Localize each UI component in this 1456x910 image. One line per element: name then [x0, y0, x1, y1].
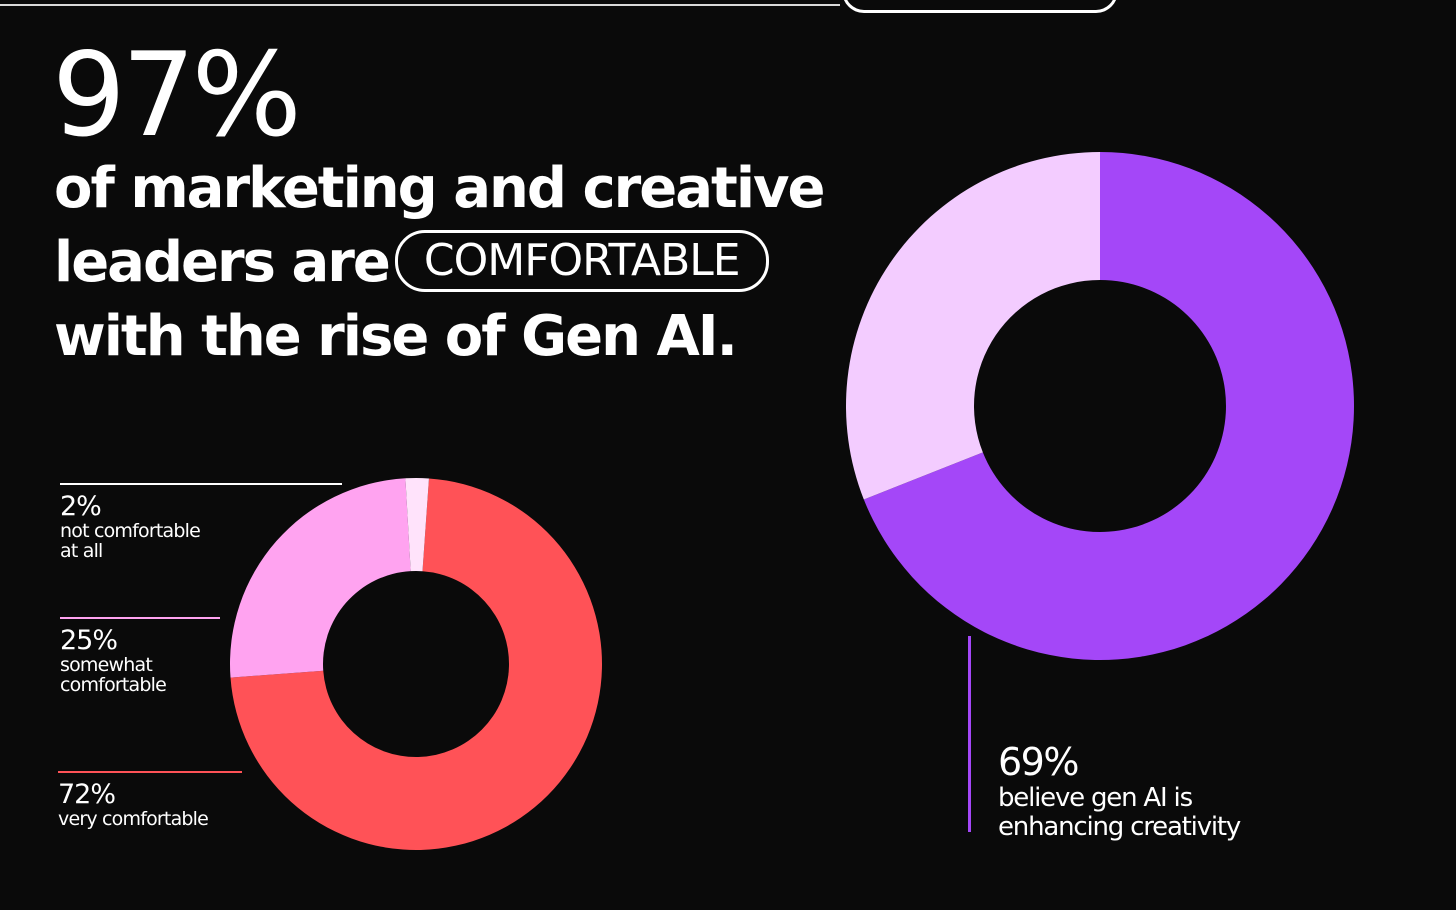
creativity-callout: 69% believe gen AI is enhancing creativi… [998, 740, 1241, 842]
callout-pct: 69% [998, 740, 1079, 784]
creativity-donut-chart [846, 152, 1354, 660]
comfort-slice-not-comfortable-at-all [405, 478, 429, 572]
legend-item-not-comfortable: 2% not comfortable at all [60, 483, 342, 561]
legend-rule [60, 483, 342, 485]
headline-line-3: with the rise of Gen AI. [54, 304, 738, 369]
callout-label-line: believe gen AI is [998, 783, 1193, 813]
legend-item-very-comfortable: 72% very comfortable [58, 771, 242, 829]
headline-line-2-text: leaders are [54, 230, 391, 295]
headline-text: of marketing and creative leaders are COM… [54, 152, 834, 374]
headline-stat: 97% [52, 28, 302, 163]
comfort-donut-chart [230, 478, 603, 850]
comfort-slice-very-comfortable [230, 478, 603, 850]
legend-label-line: at all [60, 540, 103, 562]
legend-item-somewhat-comfortable: 25% somewhat comfortable [60, 617, 220, 695]
creativity-slice-believe-gen-ai-is-enhancing-creativity [863, 152, 1354, 660]
legend-pct: 2% [60, 491, 102, 522]
headline-line-1: of marketing and creative [54, 156, 826, 221]
creativity-slice-other [846, 152, 1100, 500]
legend-pct: 72% [58, 779, 116, 810]
legend-label-line: very comfortable [58, 808, 209, 830]
comfort-slice-somewhat-comfortable [230, 478, 411, 678]
legend-label-line: not comfortable [60, 520, 201, 542]
callout-label-line: enhancing creativity [998, 812, 1241, 842]
top-pill-outline [842, 0, 1118, 13]
headline-line-2: leaders are COMFORTABLE [54, 226, 834, 300]
legend-rule [58, 771, 242, 773]
comfortable-pill: COMFORTABLE [394, 230, 769, 292]
legend-pct: 25% [60, 625, 118, 656]
callout-rule [968, 636, 971, 832]
legend-label-line: comfortable [60, 674, 167, 696]
legend-label-line: somewhat [60, 654, 153, 676]
legend-rule [60, 617, 220, 619]
top-divider-line [0, 4, 840, 6]
